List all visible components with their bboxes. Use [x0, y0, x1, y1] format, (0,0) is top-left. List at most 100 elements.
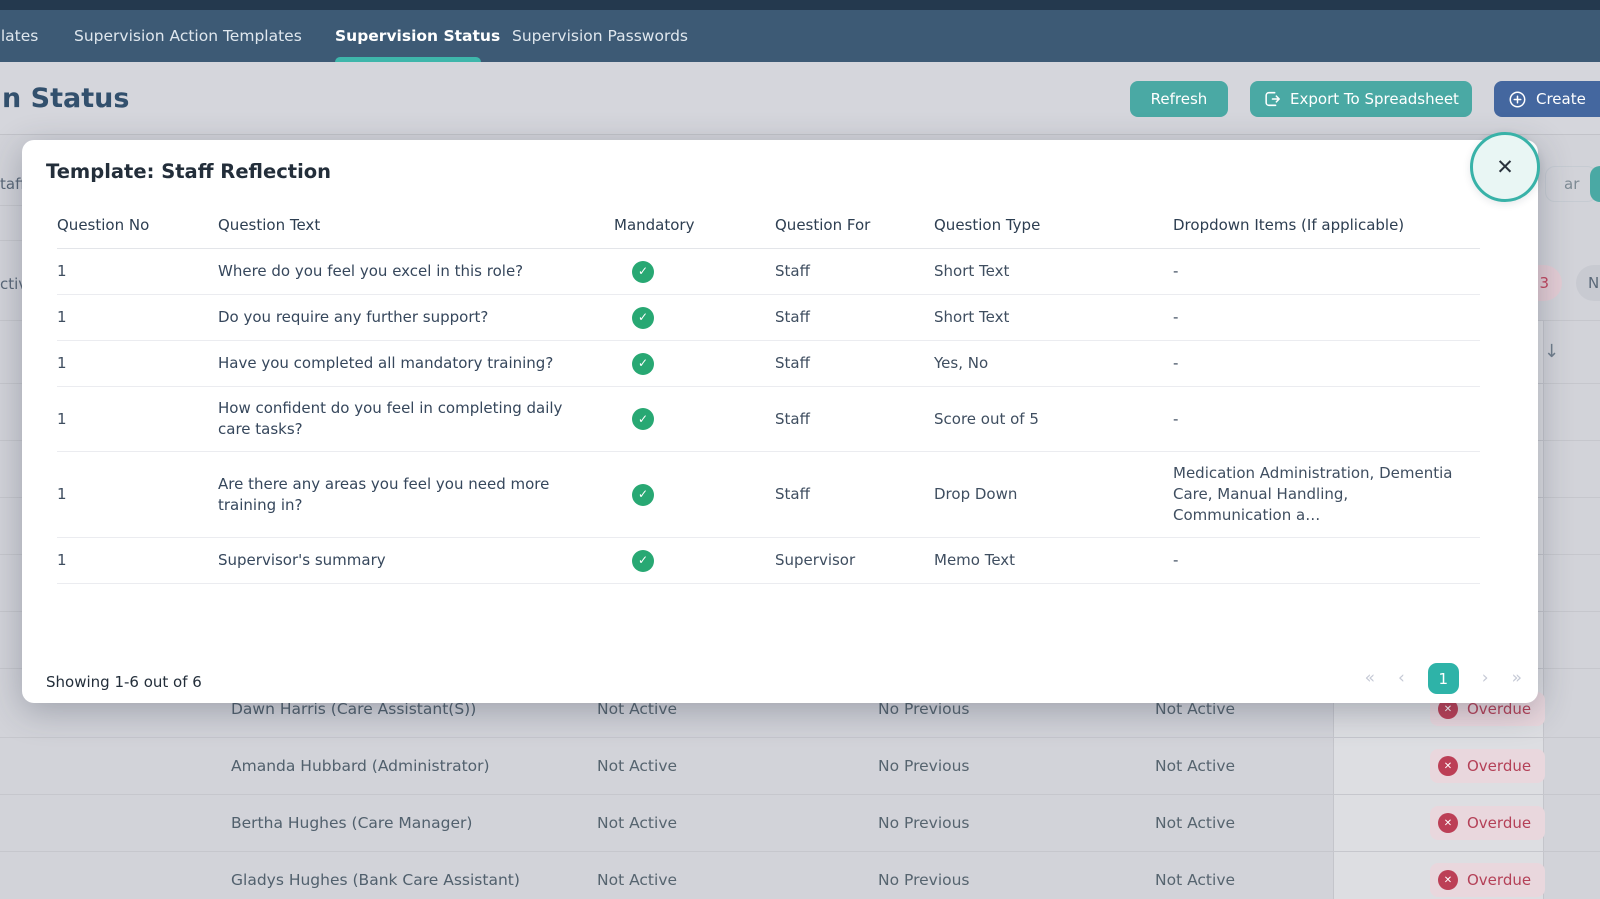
export-to-spreadsheet-button[interactable]: Export To Spreadsheet [1250, 81, 1472, 117]
export-icon [1263, 90, 1281, 108]
tab-supervision-status[interactable]: Supervision Status [335, 10, 500, 62]
question-no-cell: 1 [57, 550, 218, 571]
teal-button-fragment[interactable] [1590, 166, 1600, 202]
status-cell: Not Active [597, 814, 677, 832]
previous-cell: No Previous [878, 871, 970, 889]
pagination-prev-icon[interactable]: ‹ [1398, 670, 1405, 687]
question-no-cell: 1 [57, 261, 218, 282]
question-for-cell: Staff [775, 261, 934, 282]
mandatory-cell: ✓ [614, 549, 775, 572]
mandatory-check-icon: ✓ [632, 484, 654, 506]
overdue-badge: ✕ Overdue [1430, 749, 1545, 783]
dropdown-items-cell: - [1173, 307, 1480, 328]
previous-cell: No Previous [878, 757, 970, 775]
question-row: 1 How confident do you feel in completin… [57, 387, 1480, 452]
overdue-badge-label: Overdue [1467, 814, 1531, 832]
question-row: 1 Have you completed all mandatory train… [57, 341, 1480, 387]
filter-chip-label: N [1588, 274, 1599, 292]
col-question-type: Question Type [934, 216, 1173, 234]
bg-divider [0, 240, 23, 241]
modal-title: Template: Staff Reflection [46, 160, 331, 183]
pagination: « ‹ 1 › » [1365, 663, 1522, 694]
col-question-text: Question Text [218, 216, 614, 234]
question-text-cell: Have you completed all mandatory trainin… [218, 353, 614, 374]
cross-circle-icon: ✕ [1438, 813, 1458, 833]
pagination-first-icon[interactable]: « [1365, 670, 1375, 687]
template-preview-modal: Template: Staff Reflection ✕ Question No… [22, 140, 1538, 703]
question-text-cell: Where do you feel you excel in this role… [218, 261, 614, 282]
questions-table-header: Question No Question Text Mandatory Ques… [57, 210, 1480, 249]
question-for-cell: Staff [775, 484, 934, 505]
refresh-button[interactable]: Refresh [1130, 81, 1228, 117]
overdue-badge: ✕ Overdue [1430, 806, 1545, 840]
cross-circle-icon: ✕ [1438, 870, 1458, 890]
staff-status-table: Dawn Harris (Care Assistant(S)) Not Acti… [0, 681, 1600, 899]
filter-chip-fragment[interactable]: N [1576, 265, 1600, 301]
dropdown-items-cell: - [1173, 550, 1480, 571]
questions-table: Question No Question Text Mandatory Ques… [57, 210, 1480, 584]
question-row: 1 Where do you feel you excel in this ro… [57, 249, 1480, 295]
page-title: n Status [2, 83, 129, 114]
staff-name: Bertha Hughes (Care Manager) [231, 814, 472, 832]
dropdown-items-cell: - [1173, 261, 1480, 282]
mandatory-check-icon: ✓ [632, 353, 654, 375]
staff-name: Amanda Hubbard (Administrator) [231, 757, 490, 775]
export-label: Export To Spreadsheet [1290, 90, 1459, 108]
application-window: plates Supervision Action Templates Supe… [0, 0, 1600, 899]
showing-count-text: Showing 1-6 out of 6 [46, 673, 202, 691]
plus-circle-icon [1508, 90, 1527, 109]
sort-descending-icon[interactable]: ↓ [1544, 341, 1559, 362]
question-row: 1 Supervisor's summary ✓ Supervisor Memo… [57, 538, 1480, 584]
question-for-cell: Supervisor [775, 550, 934, 571]
mandatory-check-icon: ✓ [632, 550, 654, 572]
mandatory-cell: ✓ [614, 352, 775, 375]
question-type-cell: Short Text [934, 261, 1173, 282]
question-text-cell: Do you require any further support? [218, 307, 614, 328]
staff-row[interactable]: Gladys Hughes (Bank Care Assistant) Not … [0, 852, 1600, 899]
close-icon: ✕ [1496, 155, 1514, 179]
mandatory-check-icon: ✓ [632, 408, 654, 430]
pagination-next-icon[interactable]: › [1482, 670, 1489, 687]
question-row: 1 Do you require any further support? ✓ … [57, 295, 1480, 341]
pagination-last-icon[interactable]: » [1512, 670, 1522, 687]
clear-button-label: ar [1564, 175, 1579, 193]
pagination-current-page[interactable]: 1 [1428, 663, 1459, 694]
tab-supervision-passwords[interactable]: Supervision Passwords [512, 10, 688, 62]
question-for-cell: Staff [775, 409, 934, 430]
question-type-cell: Score out of 5 [934, 409, 1173, 430]
mandatory-cell: ✓ [614, 260, 775, 283]
status-cell: Not Active [1155, 757, 1235, 775]
mandatory-check-icon: ✓ [632, 307, 654, 329]
question-for-cell: Staff [775, 353, 934, 374]
previous-cell: No Previous [878, 814, 970, 832]
tab-supervision-action-templates[interactable]: Supervision Action Templates [74, 10, 302, 62]
tab-templates-fragment[interactable]: plates [0, 10, 38, 62]
cross-circle-icon: ✕ [1438, 756, 1458, 776]
question-no-cell: 1 [57, 353, 218, 374]
question-text-cell: Are there any areas you feel you need mo… [218, 474, 614, 516]
bg-divider [0, 205, 23, 206]
overdue-badge-label: Overdue [1467, 871, 1531, 889]
question-type-cell: Memo Text [934, 550, 1173, 571]
staff-row[interactable]: Amanda Hubbard (Administrator) Not Activ… [0, 738, 1600, 795]
staff-row[interactable]: Bertha Hughes (Care Manager) Not Active … [0, 795, 1600, 852]
mandatory-cell: ✓ [614, 408, 775, 431]
question-no-cell: 1 [57, 484, 218, 505]
question-no-cell: 1 [57, 307, 218, 328]
mandatory-check-icon: ✓ [632, 261, 654, 283]
col-question-no: Question No [57, 216, 218, 234]
question-text-cell: Supervisor's summary [218, 550, 614, 571]
mandatory-cell: ✓ [614, 483, 775, 506]
dropdown-items-cell: Medication Administration, Dementia Care… [1173, 463, 1480, 526]
col-dropdown-items: Dropdown Items (If applicable) [1173, 216, 1480, 234]
status-cell: Not Active [1155, 871, 1235, 889]
bg-left-text-fragment: taff [0, 175, 23, 193]
create-button[interactable]: Create [1494, 81, 1600, 117]
question-type-cell: Yes, No [934, 353, 1173, 374]
status-cell: Not Active [597, 871, 677, 889]
mandatory-cell: ✓ [614, 306, 775, 329]
top-navbar: plates Supervision Action Templates Supe… [0, 10, 1600, 62]
refresh-label: Refresh [1151, 90, 1208, 108]
top-dark-strip [0, 0, 1600, 10]
modal-close-button[interactable]: ✕ [1470, 132, 1540, 202]
